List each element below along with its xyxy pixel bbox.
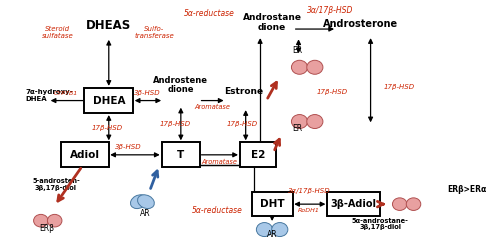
Text: E2: E2 [250, 150, 265, 160]
Text: 5-androsten-
3β,17β-diol: 5-androsten- 3β,17β-diol [32, 178, 80, 191]
Text: 3α/17β-HSD: 3α/17β-HSD [288, 188, 330, 194]
Text: 5α-androstane-
3β,17β-diol: 5α-androstane- 3β,17β-diol [352, 218, 409, 230]
Text: 17β-HSD: 17β-HSD [92, 125, 123, 131]
FancyBboxPatch shape [84, 88, 133, 113]
Text: ER: ER [292, 46, 302, 55]
Ellipse shape [406, 198, 421, 211]
Text: 3β-Adiol: 3β-Adiol [331, 199, 377, 209]
Text: 3β-HSD: 3β-HSD [134, 90, 161, 96]
FancyBboxPatch shape [240, 143, 276, 167]
Text: 3β-HSD: 3β-HSD [115, 144, 141, 150]
Text: RoDH1: RoDH1 [298, 208, 320, 213]
Text: ER: ER [292, 124, 302, 133]
Ellipse shape [138, 195, 154, 209]
FancyBboxPatch shape [252, 192, 293, 217]
Text: ERβ>ERα: ERβ>ERα [447, 185, 486, 194]
Text: AR: AR [140, 209, 150, 218]
Ellipse shape [292, 60, 308, 74]
Text: 3α/17β-HSD: 3α/17β-HSD [307, 6, 353, 15]
Text: Steroid
sulfatase: Steroid sulfatase [42, 26, 73, 39]
Text: Sulfo-
transferase: Sulfo- transferase [135, 26, 174, 39]
Ellipse shape [48, 214, 62, 227]
Text: Estrone: Estrone [224, 87, 263, 96]
Ellipse shape [392, 198, 407, 211]
Text: DHEAS: DHEAS [86, 19, 131, 32]
Text: ERβ: ERβ [39, 224, 54, 233]
FancyBboxPatch shape [327, 192, 380, 217]
Text: Androstane
dione: Androstane dione [243, 13, 302, 32]
Ellipse shape [130, 195, 147, 209]
FancyBboxPatch shape [61, 143, 109, 167]
Ellipse shape [34, 214, 48, 227]
Text: DHT: DHT [260, 199, 284, 209]
Ellipse shape [307, 115, 323, 128]
Text: 17β-HSD: 17β-HSD [159, 121, 190, 127]
FancyBboxPatch shape [162, 143, 200, 167]
Text: 7α-hydroxy-
DHEA: 7α-hydroxy- DHEA [25, 89, 74, 102]
Text: 17β-HSD: 17β-HSD [384, 84, 415, 90]
Text: Aromatase: Aromatase [202, 159, 238, 165]
Text: Androsterone: Androsterone [323, 19, 398, 29]
Text: AR: AR [267, 230, 277, 239]
Text: Androstene
dione: Androstene dione [153, 76, 208, 94]
Text: 5α-reductase: 5α-reductase [184, 8, 235, 18]
Ellipse shape [292, 115, 308, 128]
Ellipse shape [256, 222, 272, 237]
Text: Adiol: Adiol [70, 150, 100, 160]
Text: 17β-HSD: 17β-HSD [317, 89, 348, 95]
Text: 5α-reductase: 5α-reductase [192, 206, 242, 215]
Text: 17β-HSD: 17β-HSD [226, 121, 258, 127]
Text: DHEA: DHEA [93, 95, 125, 106]
Text: T: T [177, 150, 184, 160]
Text: Aromatase: Aromatase [195, 104, 230, 110]
Ellipse shape [271, 222, 288, 237]
Ellipse shape [307, 60, 323, 74]
Text: CYP7B1: CYP7B1 [53, 91, 78, 96]
